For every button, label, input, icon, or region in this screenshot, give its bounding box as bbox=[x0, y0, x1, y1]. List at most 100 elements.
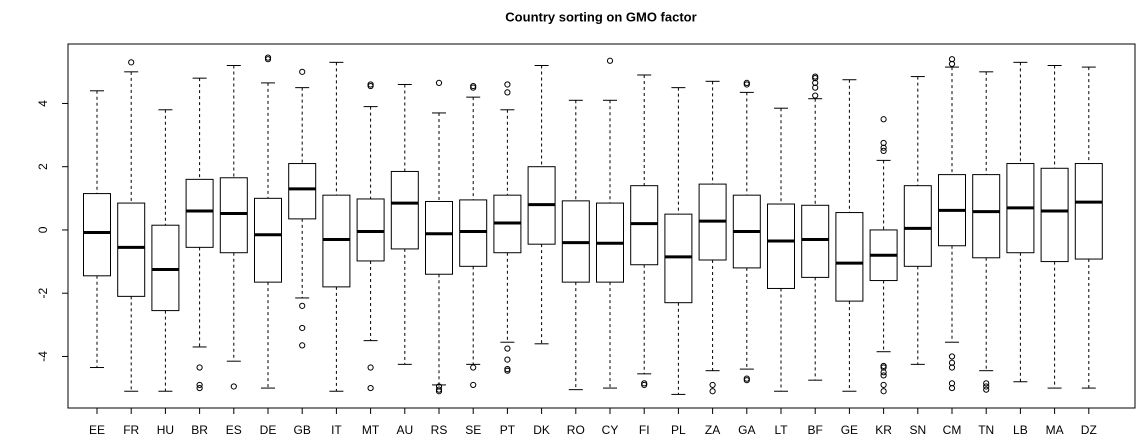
outlier bbox=[470, 364, 477, 371]
outlier bbox=[812, 92, 819, 99]
box bbox=[459, 199, 488, 267]
x-tick-label: BF bbox=[808, 423, 823, 437]
x-tick-label: GE bbox=[841, 423, 858, 437]
outlier bbox=[504, 356, 511, 363]
outlier bbox=[880, 139, 887, 147]
box bbox=[1074, 163, 1103, 260]
outlier bbox=[196, 364, 203, 371]
y-tick-label: 2 bbox=[36, 163, 50, 170]
outlier bbox=[470, 82, 477, 90]
outlier bbox=[367, 364, 374, 371]
box bbox=[425, 200, 453, 275]
chart-title: Country sorting on GMO factor bbox=[505, 9, 696, 24]
outlier bbox=[264, 54, 272, 61]
outlier bbox=[948, 364, 956, 371]
x-tick-label: IT bbox=[331, 423, 342, 437]
x-tick-label: DZ bbox=[1081, 423, 1097, 437]
outlier bbox=[880, 372, 887, 379]
outlier bbox=[983, 380, 990, 387]
box bbox=[185, 178, 214, 248]
outlier bbox=[812, 73, 819, 80]
plot-frame bbox=[67, 43, 1136, 409]
outlier bbox=[983, 386, 990, 393]
x-tick-label: ES bbox=[226, 423, 242, 437]
box bbox=[835, 212, 864, 302]
outlier bbox=[504, 367, 511, 374]
outlier bbox=[230, 383, 237, 390]
outlier bbox=[504, 81, 511, 88]
box bbox=[630, 185, 659, 266]
outlier bbox=[435, 79, 443, 86]
outlier bbox=[367, 384, 374, 392]
x-tick-label: DE bbox=[260, 423, 277, 437]
box bbox=[117, 202, 146, 297]
x-tick-label: TN bbox=[978, 423, 994, 437]
x-tick-label: CY bbox=[602, 423, 619, 437]
x-tick-label: BR bbox=[191, 423, 208, 437]
outlier bbox=[196, 384, 203, 392]
x-tick-label: CM bbox=[943, 423, 962, 437]
x-tick-label: DK bbox=[533, 423, 550, 437]
x-tick-label: SN bbox=[909, 423, 926, 437]
outlier bbox=[948, 353, 956, 360]
outlier bbox=[470, 381, 477, 389]
box bbox=[801, 204, 830, 278]
outlier bbox=[504, 89, 511, 96]
box bbox=[972, 174, 1001, 259]
box bbox=[322, 194, 351, 288]
box bbox=[664, 213, 693, 304]
outlier bbox=[880, 381, 887, 389]
box bbox=[356, 198, 385, 262]
box bbox=[151, 224, 180, 312]
box bbox=[390, 170, 419, 250]
x-tick-label: FR bbox=[123, 423, 139, 437]
x-tick-label: AU bbox=[396, 423, 413, 437]
x-tick-label: HU bbox=[157, 423, 174, 437]
y-tick-label: -2 bbox=[36, 288, 50, 299]
x-tick-label: MT bbox=[362, 423, 380, 437]
outlier bbox=[435, 388, 443, 395]
y-tick-label: 0 bbox=[36, 226, 50, 233]
x-tick-label: LT bbox=[774, 423, 788, 437]
outlier bbox=[743, 377, 750, 384]
box bbox=[903, 185, 932, 267]
x-tick-label: GB bbox=[294, 423, 311, 437]
x-tick-label: EE bbox=[89, 423, 105, 437]
outlier bbox=[880, 388, 887, 395]
outlier bbox=[299, 68, 306, 75]
box bbox=[219, 177, 248, 254]
outlier bbox=[299, 342, 306, 349]
x-tick-label: FI bbox=[639, 423, 650, 437]
outlier bbox=[128, 59, 135, 66]
outlier bbox=[948, 56, 956, 63]
outlier bbox=[743, 79, 750, 86]
box bbox=[254, 197, 282, 283]
outlier bbox=[983, 383, 990, 390]
x-tick-label: PT bbox=[500, 423, 516, 437]
x-tick-label: KR bbox=[875, 423, 892, 437]
outlier bbox=[299, 302, 306, 309]
outlier bbox=[367, 81, 374, 88]
outlier bbox=[299, 324, 306, 332]
box bbox=[1040, 167, 1069, 263]
y-tick-label: 4 bbox=[36, 100, 50, 107]
x-tick-label: GA bbox=[738, 423, 755, 437]
x-tick-label: SE bbox=[465, 423, 481, 437]
outlier bbox=[880, 369, 887, 376]
outlier bbox=[196, 381, 203, 389]
outlier bbox=[641, 381, 648, 389]
y-tick-label: -4 bbox=[36, 351, 50, 362]
box bbox=[83, 193, 111, 277]
outlier bbox=[880, 116, 887, 123]
x-tick-label: MA bbox=[1046, 423, 1064, 437]
outlier bbox=[948, 384, 956, 392]
outlier bbox=[880, 147, 887, 154]
x-tick-label: PL bbox=[671, 423, 686, 437]
box bbox=[288, 163, 317, 220]
outlier bbox=[606, 57, 614, 64]
x-tick-label: LB bbox=[1013, 423, 1028, 437]
outlier bbox=[504, 345, 511, 352]
outlier bbox=[709, 381, 716, 389]
x-tick-label: ZA bbox=[705, 423, 720, 437]
